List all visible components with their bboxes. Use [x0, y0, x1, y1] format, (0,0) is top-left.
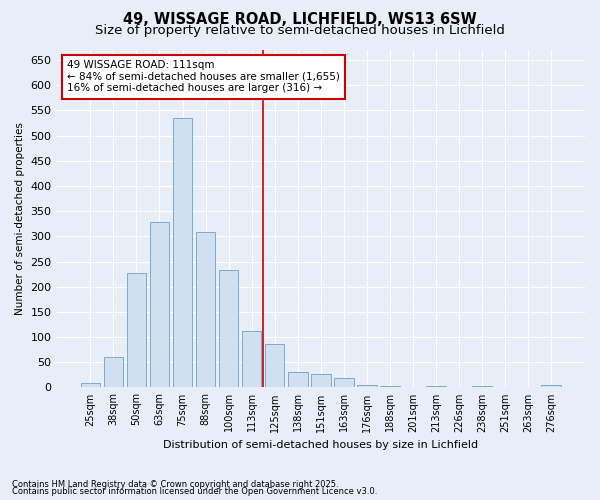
Bar [127, 272, 146, 388]
Text: Size of property relative to semi-detached houses in Lichfield: Size of property relative to semi-detach… [95, 24, 505, 37]
Bar [311, 374, 331, 388]
Text: 49, WISSAGE ROAD, LICHFIELD, WS13 6SW: 49, WISSAGE ROAD, LICHFIELD, WS13 6SW [123, 12, 477, 28]
Bar [173, 118, 193, 388]
Bar [403, 387, 423, 388]
Y-axis label: Number of semi-detached properties: Number of semi-detached properties [15, 122, 25, 315]
Text: 49 WISSAGE ROAD: 111sqm
← 84% of semi-detached houses are smaller (1,655)
16% of: 49 WISSAGE ROAD: 111sqm ← 84% of semi-de… [67, 60, 340, 94]
Bar [541, 386, 561, 388]
Bar [149, 222, 169, 388]
Bar [242, 330, 262, 388]
Bar [380, 386, 400, 388]
Bar [265, 344, 284, 388]
Bar [288, 372, 308, 388]
Text: Contains HM Land Registry data © Crown copyright and database right 2025.: Contains HM Land Registry data © Crown c… [12, 480, 338, 489]
X-axis label: Distribution of semi-detached houses by size in Lichfield: Distribution of semi-detached houses by … [163, 440, 478, 450]
Text: Contains public sector information licensed under the Open Government Licence v3: Contains public sector information licen… [12, 487, 377, 496]
Bar [357, 385, 377, 388]
Bar [472, 386, 492, 388]
Bar [80, 384, 100, 388]
Bar [334, 378, 353, 388]
Bar [104, 357, 123, 388]
Bar [219, 270, 238, 388]
Bar [426, 386, 446, 388]
Bar [196, 232, 215, 388]
